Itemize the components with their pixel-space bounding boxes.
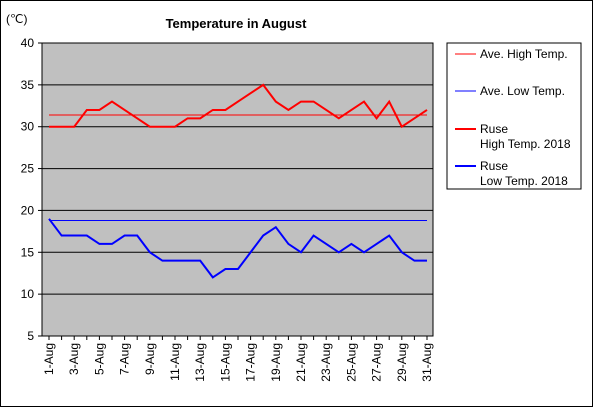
y-unit-label: (℃) bbox=[6, 12, 27, 26]
x-tick-label-15-Aug: 15-Aug bbox=[218, 343, 232, 382]
series-lines bbox=[48, 83, 428, 279]
series-line-4 bbox=[48, 218, 427, 279]
y-tick-label-35: 35 bbox=[21, 78, 35, 92]
chart-title: Temperature in August bbox=[166, 16, 308, 31]
x-tick-label-25-Aug: 25-Aug bbox=[344, 343, 358, 382]
x-tick-label-29-Aug: 29-Aug bbox=[395, 343, 409, 382]
legend-label-4-line1: Ruse bbox=[480, 159, 508, 173]
legend-label-1: Ave. High Temp. bbox=[480, 47, 568, 61]
y-axis: 5 10 15 20 25 30 35 40 bbox=[21, 36, 42, 343]
x-tick-label-9-Aug: 9-Aug bbox=[143, 343, 157, 375]
x-tick-label-3-Aug: 3-Aug bbox=[67, 343, 81, 375]
legend-box bbox=[446, 42, 582, 190]
legend-label-4-line2: Low Temp. 2018 bbox=[480, 174, 568, 188]
y-tick-label-20: 20 bbox=[21, 203, 35, 217]
x-tick-label-21-Aug: 21-Aug bbox=[294, 343, 308, 382]
x-tick-label-23-Aug: 23-Aug bbox=[319, 343, 333, 382]
x-tick-label-17-Aug: 17-Aug bbox=[244, 343, 258, 382]
y-tick-label-10: 10 bbox=[21, 287, 35, 301]
x-tick-label-1-Aug: 1-Aug bbox=[42, 343, 56, 375]
x-tick-label-11-Aug: 11-Aug bbox=[168, 343, 182, 381]
x-axis: 1-Aug 3-Aug 5-Aug 7-Aug 9-Aug 11-Aug 13-Aug 15-… bbox=[42, 336, 434, 382]
y-tick-label-25: 25 bbox=[21, 162, 35, 176]
x-tick-label-5-Aug: 5-Aug bbox=[92, 343, 106, 375]
x-tick-label-7-Aug: 7-Aug bbox=[118, 343, 132, 375]
y-tick-label-5: 5 bbox=[27, 329, 34, 343]
y-tick-label-30: 30 bbox=[21, 120, 35, 134]
y-tick-label-40: 40 bbox=[21, 36, 35, 50]
x-tick-label-19-Aug: 19-Aug bbox=[269, 343, 283, 382]
legend-label-2: Ave. Low Temp. bbox=[480, 84, 565, 98]
legend-label-3-line1: Ruse bbox=[480, 122, 508, 136]
x-tick-label-27-Aug: 27-Aug bbox=[370, 343, 384, 382]
legend-label-3-line2: High Temp. 2018 bbox=[480, 137, 571, 151]
x-tick-label-31-Aug: 31-Aug bbox=[420, 343, 434, 382]
series-line-3 bbox=[49, 83, 428, 129]
y-tick-label-15: 15 bbox=[21, 245, 35, 259]
plot-area bbox=[41, 42, 434, 337]
grid-lines bbox=[42, 84, 433, 295]
x-tick-label-13-Aug: 13-Aug bbox=[193, 343, 207, 382]
